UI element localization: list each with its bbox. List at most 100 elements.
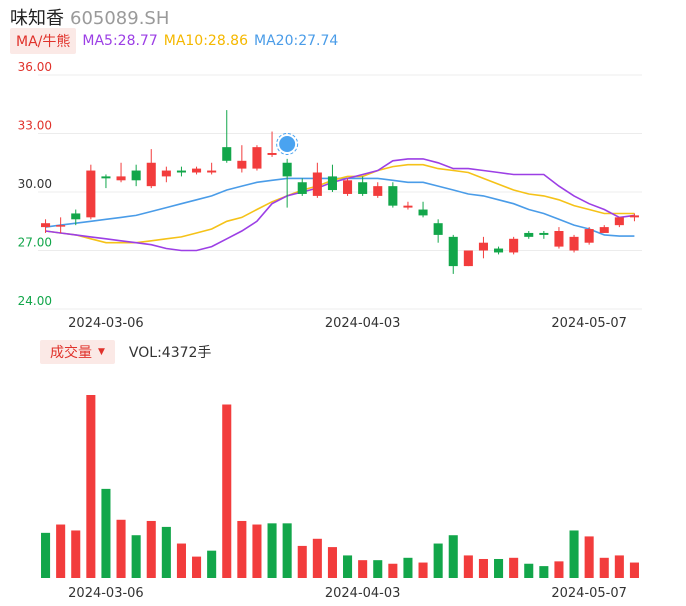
volume-bar	[297, 545, 307, 578]
candle	[343, 178, 353, 196]
candle	[599, 225, 609, 233]
stock-header: 味知香 605089.SH	[10, 4, 170, 29]
candle-body	[509, 238, 519, 253]
stock-code: 605089.SH	[70, 8, 170, 29]
candle-body	[237, 160, 247, 169]
volume-indicator-selector[interactable]: 成交量 ▼	[40, 340, 115, 364]
candle-body	[41, 223, 51, 228]
candle	[358, 176, 368, 196]
volume-bar	[524, 563, 534, 578]
x-tick-label: 2024-04-03	[325, 316, 401, 331]
candle-body	[448, 236, 458, 267]
candle-body	[373, 186, 383, 196]
ma20-line	[45, 177, 635, 237]
candle-body	[222, 147, 232, 161]
volume-bar	[554, 561, 564, 578]
y-tick-label: 24.00	[18, 294, 52, 308]
candle-body	[478, 242, 488, 251]
event-marker-dot	[279, 136, 296, 152]
x-tick-label: 2024-05-07	[551, 316, 627, 331]
candle-body	[584, 229, 594, 243]
ma-legend: MA/牛熊 MA5:28.77 MA10:28.86 MA20:27.74	[10, 28, 344, 54]
candle	[161, 166, 171, 183]
volume-bar	[358, 560, 368, 578]
candle	[252, 145, 262, 171]
candle	[433, 219, 443, 243]
event-marker-ring	[276, 133, 299, 155]
volume-bar	[569, 530, 579, 578]
candle-body	[146, 162, 156, 187]
x-tick-label: 2024-03-06	[68, 316, 144, 331]
candle	[569, 234, 579, 253]
ma10-label: MA10:28.86	[163, 33, 249, 49]
volume-bar	[509, 557, 519, 578]
volume-bar	[222, 404, 232, 578]
volume-selector-label: 成交量	[50, 345, 92, 361]
volume-bar	[448, 535, 458, 578]
y-tick-label: 30.00	[18, 177, 52, 191]
volume-bar	[146, 520, 156, 578]
volume-bar	[161, 526, 171, 578]
candle	[131, 164, 141, 187]
volume-bar	[116, 519, 126, 578]
candle-body	[403, 205, 413, 208]
candle	[267, 131, 277, 157]
caret-down-icon: ▼	[98, 347, 105, 357]
candle	[176, 166, 186, 177]
candle	[282, 158, 292, 208]
volume-bar	[478, 558, 488, 578]
volume-bar	[282, 523, 292, 578]
volume-x-tick-label: 2024-05-07	[551, 586, 627, 601]
candle-body	[312, 172, 322, 196]
candle	[101, 174, 111, 189]
volume-bar	[327, 547, 337, 578]
candle	[56, 217, 66, 233]
volume-bar	[41, 532, 51, 578]
candle-body	[327, 176, 337, 191]
candle-body	[207, 170, 217, 173]
candle	[448, 234, 458, 274]
candle	[312, 162, 322, 198]
candle-body	[629, 215, 639, 218]
ma5-line	[45, 158, 635, 252]
volume-bar	[192, 556, 202, 578]
candle-body	[56, 225, 66, 227]
candle-body	[192, 168, 202, 173]
volume-bar	[599, 557, 609, 578]
candle	[539, 231, 549, 239]
candle-body	[388, 186, 398, 206]
candle	[71, 209, 81, 226]
ma5-label: MA5:28.77	[82, 33, 158, 49]
candle	[237, 145, 247, 173]
candlestick-chart[interactable]: 36.00 33.00 30.00 27.00 24.00 2024-03-06 2024-…	[0, 0, 686, 335]
ma10-line	[45, 163, 635, 244]
candle-body	[343, 180, 353, 194]
volume-bar	[267, 523, 277, 578]
candle-body	[554, 231, 564, 247]
candle-body	[418, 209, 428, 216]
ma-indicator-selector[interactable]: MA/牛熊	[10, 28, 77, 54]
volume-legend: 成交量 ▼ VOL:4372手	[40, 340, 211, 364]
candle	[207, 162, 217, 175]
candle-body	[131, 170, 141, 181]
candle	[554, 227, 564, 249]
volume-bar	[101, 488, 111, 578]
candle	[116, 162, 126, 183]
candle-body	[463, 250, 473, 267]
stock-name: 味知香	[10, 8, 64, 29]
candle	[584, 227, 594, 245]
event-marker-icon	[276, 133, 299, 155]
volume-bar	[403, 557, 413, 578]
volume-bar	[252, 524, 262, 578]
candle-body	[161, 170, 171, 177]
candle-body	[116, 176, 126, 181]
candle	[192, 166, 202, 175]
candle	[86, 164, 96, 220]
candle	[494, 246, 504, 255]
volume-bar	[418, 562, 428, 578]
candle-body	[101, 176, 111, 179]
candle	[524, 231, 534, 239]
ma20-label: MA20:27.74	[254, 33, 339, 49]
volume-bar	[312, 538, 322, 578]
candle	[146, 149, 156, 189]
